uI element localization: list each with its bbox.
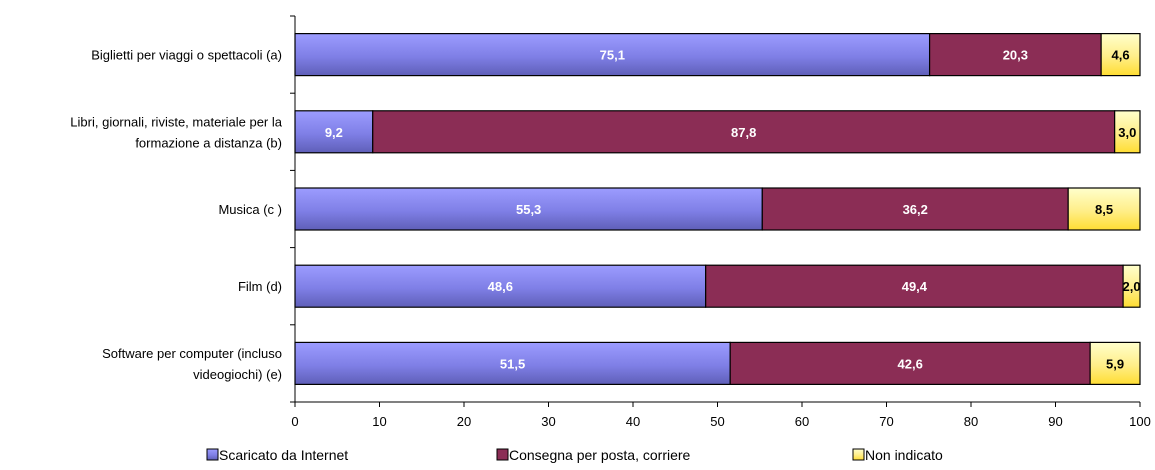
data-label: 55,3 xyxy=(516,202,541,217)
data-label: 49,4 xyxy=(902,279,928,294)
x-tick-label: 20 xyxy=(457,414,471,429)
category-label: Musica (c ) xyxy=(218,202,282,217)
legend-swatch xyxy=(496,448,509,461)
bar-1-cat-4 xyxy=(294,264,707,308)
x-tick-label: 10 xyxy=(372,414,386,429)
x-tick-label: 100 xyxy=(1129,414,1151,429)
legend-label: Non indicato xyxy=(865,447,943,463)
legend-swatch xyxy=(206,448,219,461)
data-label: 48,6 xyxy=(488,279,513,294)
category-label: Software per computer (incluso xyxy=(102,346,282,361)
category-label: Film (d) xyxy=(238,279,282,294)
legend-label: Consegna per posta, corriere xyxy=(509,447,691,463)
x-tick-label: 80 xyxy=(964,414,978,429)
data-label: 5,9 xyxy=(1106,356,1124,371)
x-tick-label: 50 xyxy=(710,414,724,429)
data-label: 75,1 xyxy=(600,48,625,63)
bars-layer: 75,1 20,3 4,6 9,2 87,8 3,0 55,3 36,2 8,5 48,6 49,4… xyxy=(294,32,1141,385)
legend: Scaricato da Internet Consegna per posta,… xyxy=(206,447,943,463)
legend-item: Non indicato xyxy=(852,447,943,463)
category-label: Biglietti per viaggi o spettacoli (a) xyxy=(91,48,282,63)
bar-3-cat-3 xyxy=(1067,187,1141,231)
category-label: Libri, giornali, riviste, materiale per … xyxy=(70,114,282,129)
x-tick-label: 0 xyxy=(291,414,298,429)
data-label: 2,0 xyxy=(1123,279,1141,294)
bar-3-cat-2 xyxy=(1114,110,1141,154)
data-label: 4,6 xyxy=(1112,48,1130,63)
data-label: 3,0 xyxy=(1118,125,1136,140)
legend-item: Consegna per posta, corriere xyxy=(496,447,691,463)
data-label: 20,3 xyxy=(1003,48,1028,63)
bar-2-cat-5 xyxy=(729,341,1091,385)
bar-3-cat-5 xyxy=(1089,341,1141,385)
data-label: 87,8 xyxy=(731,125,756,140)
bar-2-cat-1 xyxy=(928,32,1102,77)
bar-2-cat-3 xyxy=(761,187,1069,231)
x-tick-label: 60 xyxy=(795,414,809,429)
x-tick-label: 90 xyxy=(1048,414,1062,429)
bar-1-cat-1 xyxy=(294,32,931,77)
legend-item: Scaricato da Internet xyxy=(206,447,348,463)
x-tick-label: 40 xyxy=(626,414,640,429)
category-label: videogiochi) (e) xyxy=(193,367,282,382)
bar-3-cat-1 xyxy=(1100,32,1141,77)
legend-swatch xyxy=(852,448,865,461)
bar-1-cat-5 xyxy=(294,341,731,385)
legend-label: Scaricato da Internet xyxy=(219,447,348,463)
bar-1-cat-3 xyxy=(294,187,763,231)
bar-3-cat-4 xyxy=(1122,264,1141,308)
data-label: 9,2 xyxy=(325,125,343,140)
data-label: 36,2 xyxy=(903,202,928,217)
x-tick-label: 30 xyxy=(541,414,555,429)
bar-2-cat-2 xyxy=(372,110,1116,154)
data-label: 8,5 xyxy=(1095,202,1113,217)
data-label: 42,6 xyxy=(898,356,923,371)
category-label: formazione a distanza (b) xyxy=(135,135,282,150)
category-labels: Biglietti per viaggi o spettacoli (a) Lib… xyxy=(70,48,282,382)
data-label: 51,5 xyxy=(500,356,525,371)
x-tick-label: 70 xyxy=(879,414,893,429)
axes: 0 10 20 30 40 50 60 70 80 90 100 xyxy=(290,15,1151,429)
